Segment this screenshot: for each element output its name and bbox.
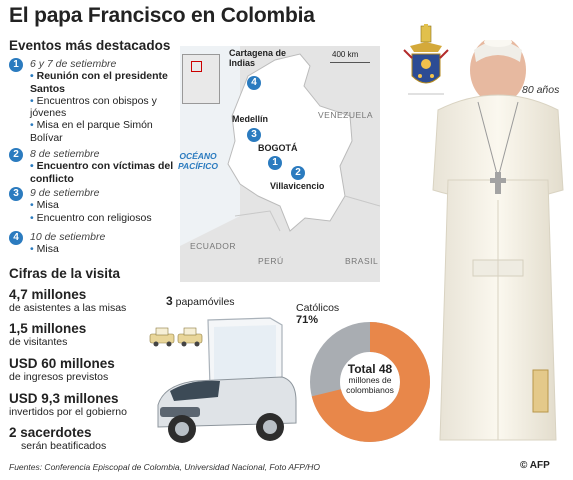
locator-inset [182,54,220,104]
event-item: 3 9 de setiembre • Misa • Encuentro con … [9,187,184,224]
stat-value: 1,5 millones [9,321,87,336]
city-label-villavicencio: Villavicencio [270,181,325,191]
stat-item: USD 9,3 millones invertidos por el gobie… [9,391,127,418]
stat-value: USD 60 millones [9,356,115,371]
city-marker-villavicencio: 2 [291,166,305,180]
event-line: • Reunión con el presidente Santos [30,70,168,95]
locator-frame [191,61,202,72]
event-item: 1 6 y 7 de setiembre • Reunión con el pr… [9,58,184,144]
stat-caption: serán beatificados [21,440,107,452]
small-popemobiles-icon [148,326,206,348]
event-item: 4 10 de setiembre • Misa [9,231,184,256]
stat-value: USD 9,3 millones [9,391,119,406]
stat-value: 2 sacerdotes [9,425,92,440]
page-title: El papa Francisco en Colombia [9,4,315,27]
event-number-badge: 2 [9,148,23,162]
city-marker-cartagena: 4 [247,76,261,90]
sources-footer: Fuentes: Conferencia Episcopal de Colomb… [9,462,321,472]
stat-caption: de ingresos previstos [9,371,109,383]
event-line: • Encuentros con obispos y jóvenes [30,94,157,120]
popemobile-illustration [150,315,300,447]
donut-slice-catholic [310,322,430,442]
event-date: 10 de setiembre [30,231,106,243]
stat-caption: de visitantes [9,336,68,348]
event-number-badge: 4 [9,231,23,245]
pope-age-label: 80 años [522,84,560,96]
city-marker-medellin: 3 [247,128,261,142]
map-scale-label: 400 km [332,50,359,59]
stat-caption: invertidos por el gobierno [9,406,127,418]
map-scale-bar [330,52,370,63]
event-date: 8 de setiembre [30,148,100,160]
stat-item: 1,5 millones de visitantes [9,321,86,348]
event-date: 9 de setiembre [30,187,100,199]
city-label-medellin: Medellín [232,114,269,124]
event-line: • Misa [30,243,59,256]
stats-heading: Cifras de la visita [9,266,121,281]
event-date: 6 y 7 de setiembre [30,58,117,70]
papal-coat-of-arms [398,24,454,104]
event-line: • Misa en el parque Simón Bolívar [30,119,153,144]
country-label-brasil: BRASIL [345,256,379,266]
event-item: 2 8 de setiembre • Encuentro con víctima… [9,148,184,185]
popemobiles-label: 3 papamóviles [166,294,235,308]
city-label-cartagena: Cartagena de Indias [229,48,287,68]
event-line: • Misa [30,199,59,212]
event-line: • Encuentro con religiosos [30,211,152,224]
stat-caption: de asistentes a las misas [9,302,127,314]
events-heading: Eventos más destacados [9,38,171,53]
afp-credit: © AFP [520,460,550,471]
country-label-venezuela: VENEZUELA [318,110,374,120]
donut-center-text: Total 48 millones de colombianos [346,362,394,395]
stat-value: 4,7 millones [9,287,87,302]
event-number-badge: 1 [9,58,23,72]
event-line: • Encuentro con víctimas del conflicto [30,160,174,185]
country-label-ecuador: ECUADOR [190,241,237,251]
catholic-label: Católicos 71% [296,302,340,326]
pope-photo [398,36,573,460]
city-marker-bogota: 1 [268,156,282,170]
stat-item: USD 60 millones de ingresos previstos [9,356,115,383]
catholic-donut-chart: Total 48 millones de colombianos [310,322,430,442]
country-label-peru: PERÚ [258,256,284,266]
colombia-map: 400 km Cartagena de Indias 4 Medellín 3 … [178,46,381,282]
stat-item: 2 sacerdotes serán beatificados [9,425,106,452]
city-label-bogota: BOGOTÁ [258,143,298,153]
stat-item: 4,7 millones de asistentes a las misas [9,287,126,314]
event-number-badge: 3 [9,187,23,201]
ocean-label: OCÉANO PACÍFICO [178,151,218,171]
